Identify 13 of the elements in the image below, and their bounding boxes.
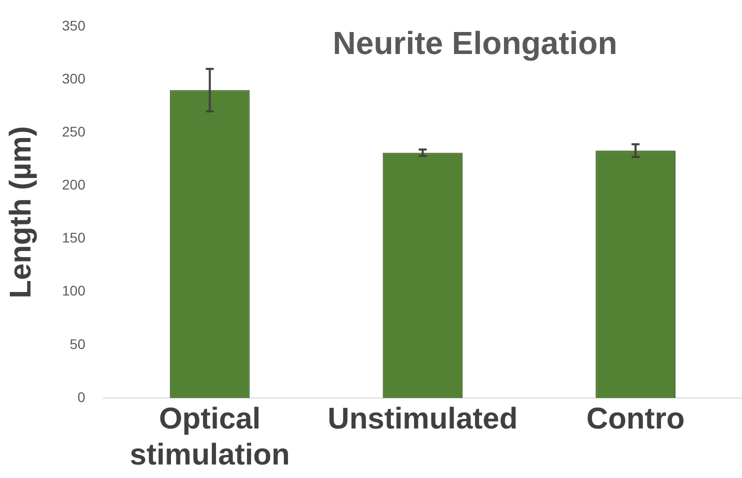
x-tick-label: Unstimulated xyxy=(328,402,518,436)
y-tick-label: 0 xyxy=(78,388,86,405)
chart-title: Neurite Elongation xyxy=(332,24,618,61)
y-tick-label: 350 xyxy=(62,17,86,34)
x-tick-label: Optical stimulation xyxy=(130,402,290,472)
y-tick-label: 50 xyxy=(70,336,86,352)
y-tick-label: 250 xyxy=(62,123,86,140)
y-tick-label: 200 xyxy=(62,176,86,193)
y-tick-label: 150 xyxy=(62,230,86,246)
x-tick-label: Contro xyxy=(586,402,685,436)
y-tick-label: 100 xyxy=(62,282,86,299)
y-tick-label: 300 xyxy=(62,70,86,86)
y-axis-title: Length (µm) xyxy=(4,126,38,298)
